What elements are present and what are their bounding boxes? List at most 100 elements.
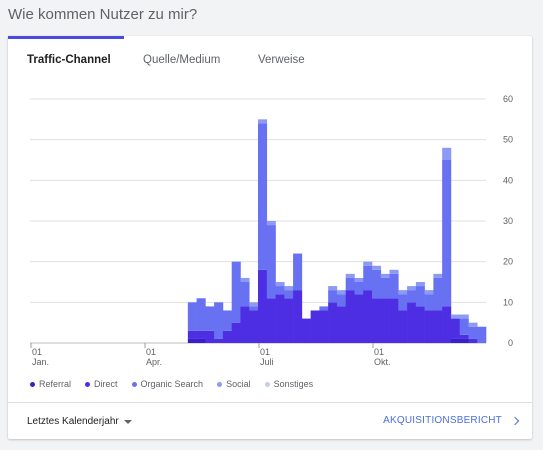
bar-segment[interactable] (380, 277, 390, 299)
bar-segment[interactable] (258, 123, 268, 270)
bar-segment[interactable] (424, 294, 434, 311)
bar-segment[interactable] (372, 298, 382, 343)
legend-item[interactable]: Sonstiges (264, 377, 313, 391)
bar-segment[interactable] (407, 286, 417, 291)
bar-segment[interactable] (240, 306, 250, 343)
bar-segment[interactable] (363, 265, 373, 291)
bar-segment[interactable] (389, 298, 399, 343)
bar-segment[interactable] (266, 225, 276, 299)
bar-segment[interactable] (459, 314, 469, 319)
bar-segment[interactable] (187, 338, 197, 343)
tab-referrals[interactable]: Verweise (258, 54, 305, 66)
bar-segment[interactable] (266, 221, 276, 226)
bar-segment[interactable] (389, 273, 399, 299)
bar-segment[interactable] (187, 302, 197, 331)
bar-segment[interactable] (424, 290, 434, 295)
bar-segment[interactable] (415, 282, 425, 287)
bar-segment[interactable] (328, 286, 338, 291)
bar-segment[interactable] (354, 282, 364, 295)
bar-segment[interactable] (319, 310, 329, 343)
bar-segment[interactable] (258, 119, 268, 124)
bar-segment[interactable] (372, 269, 382, 299)
bar-segment[interactable] (336, 290, 346, 295)
bar-segment[interactable] (196, 298, 206, 331)
bar-segment[interactable] (459, 338, 469, 343)
bar-segment[interactable] (275, 294, 285, 343)
legend-item[interactable]: Social (217, 377, 251, 391)
bar-segment[interactable] (380, 273, 390, 278)
bar-segment[interactable] (354, 277, 364, 282)
bar-segment[interactable] (433, 310, 443, 343)
legend-item[interactable]: Organic Search (131, 377, 203, 391)
bar-segment[interactable] (249, 302, 259, 307)
legend-item[interactable]: Referral (30, 377, 71, 391)
bar-segment[interactable] (231, 261, 241, 323)
bar-segment[interactable] (240, 277, 250, 282)
bar-segment[interactable] (363, 290, 373, 343)
bar-segment[interactable] (450, 338, 460, 343)
tab-traffic-channel[interactable]: Traffic-Channel (27, 54, 111, 66)
bar-segment[interactable] (363, 261, 373, 266)
bar-segment[interactable] (407, 290, 417, 303)
bar-segment[interactable] (301, 318, 311, 343)
bar-segment[interactable] (450, 314, 460, 319)
tab-source-medium[interactable]: Quelle/Medium (143, 54, 221, 66)
bar-segment[interactable] (372, 265, 382, 270)
bar-segment[interactable] (258, 269, 268, 343)
bar-segment[interactable] (196, 338, 206, 343)
bar-segment[interactable] (442, 160, 452, 307)
bar-segment[interactable] (450, 318, 460, 339)
acquisition-report-link[interactable]: AKQUISITIONSBERICHT (383, 415, 520, 426)
bar-segment[interactable] (468, 322, 478, 327)
bar-segment[interactable] (442, 306, 452, 343)
bar-segment[interactable] (328, 302, 338, 343)
bar-segment[interactable] (345, 277, 355, 291)
bar-segment[interactable] (459, 334, 469, 339)
bar-segment[interactable] (222, 330, 232, 343)
bar-segment[interactable] (222, 310, 232, 331)
bar-segment[interactable] (205, 330, 215, 343)
bar-segment[interactable] (345, 290, 355, 343)
bar-segment[interactable] (284, 290, 294, 299)
bar-segment[interactable] (415, 306, 425, 343)
bar-segment[interactable] (249, 310, 259, 343)
legend-item[interactable]: Direct (85, 377, 118, 391)
bar-segment[interactable] (231, 322, 241, 343)
bar-segment[interactable] (459, 318, 469, 335)
bar-segment[interactable] (196, 330, 206, 339)
bar-segment[interactable] (187, 330, 197, 339)
bar-segment[interactable] (266, 298, 276, 343)
bar-segment[interactable] (336, 294, 346, 307)
bar-segment[interactable] (249, 306, 259, 311)
bar-segment[interactable] (389, 269, 399, 274)
bar-segment[interactable] (319, 306, 329, 311)
bar-segment[interactable] (468, 326, 478, 339)
bar-segment[interactable] (442, 147, 452, 160)
bar-segment[interactable] (424, 310, 434, 343)
bar-segment[interactable] (214, 338, 224, 343)
bar-segment[interactable] (310, 310, 320, 343)
bar-segment[interactable] (354, 294, 364, 343)
bar-segment[interactable] (293, 253, 303, 291)
bar-segment[interactable] (433, 277, 443, 311)
date-range-dropdown[interactable]: Letztes Kalenderjahr (27, 416, 132, 427)
bar-segment[interactable] (336, 306, 346, 343)
bar-segment[interactable] (477, 326, 487, 343)
bar-segment[interactable] (468, 338, 478, 343)
bar-segment[interactable] (214, 302, 224, 339)
bar-segment[interactable] (407, 302, 417, 343)
bar-segment[interactable] (345, 273, 355, 278)
bar-segment[interactable] (205, 306, 215, 331)
bar-segment[interactable] (398, 294, 408, 311)
bar-segment[interactable] (284, 298, 294, 343)
bar-segment[interactable] (293, 290, 303, 343)
bar-segment[interactable] (284, 286, 294, 291)
bar-segment[interactable] (240, 282, 250, 307)
bar-segment[interactable] (433, 273, 443, 278)
bar-segment[interactable] (328, 290, 338, 303)
bar-segment[interactable] (380, 298, 390, 343)
bar-segment[interactable] (398, 310, 408, 343)
bar-segment[interactable] (275, 286, 285, 295)
bar-segment[interactable] (398, 290, 408, 295)
bar-segment[interactable] (275, 282, 285, 287)
